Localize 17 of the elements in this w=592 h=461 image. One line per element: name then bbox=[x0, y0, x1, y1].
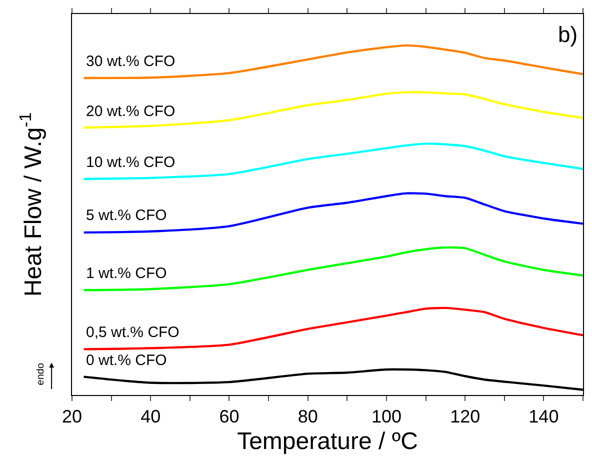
x-tick-label: 40 bbox=[140, 406, 161, 427]
x-tick-label: 20 bbox=[62, 406, 82, 427]
legend-label: 0 wt.% CFO bbox=[86, 352, 167, 369]
series-label: 1 wt.% CFO bbox=[86, 265, 167, 282]
text: endo bbox=[35, 362, 46, 386]
series-label: 20 wt.% CFO bbox=[86, 103, 176, 120]
x-tick-label: 80 bbox=[298, 406, 318, 427]
series-label: 30 wt.% CFO bbox=[86, 53, 176, 70]
x-tick-label: 140 bbox=[528, 406, 559, 427]
x-tick-label: 60 bbox=[219, 406, 240, 427]
series-label: 10 wt.% CFO bbox=[86, 154, 176, 171]
annotation: b) bbox=[558, 22, 578, 47]
x-tick-label: 120 bbox=[450, 406, 480, 427]
series-label: 5 wt.% CFO bbox=[86, 207, 167, 224]
x-axis-title: Temperature / ºC bbox=[237, 428, 418, 455]
x-tick-label: 100 bbox=[371, 406, 402, 427]
series-label: 0,5 wt.% CFO bbox=[86, 324, 180, 341]
